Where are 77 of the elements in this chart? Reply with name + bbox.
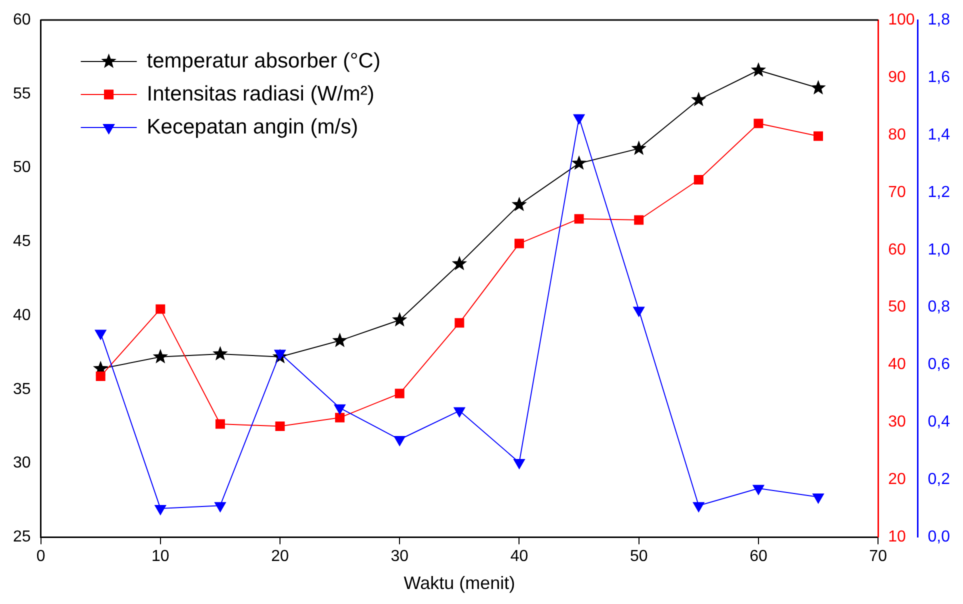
y3-tick-label: 1,8 [928, 11, 950, 28]
y3-tick-label: 0,2 [928, 471, 950, 488]
point [814, 131, 823, 141]
point [452, 256, 468, 270]
y-tick-label: 55 [13, 85, 31, 102]
point [94, 330, 106, 340]
point [694, 175, 704, 184]
y-tick-label: 30 [13, 454, 31, 472]
legend-label: Kecepatan angin (m/s) [146, 115, 358, 138]
point [454, 318, 464, 328]
x-tick-label: 50 [630, 548, 648, 566]
y2-tick-label: 40 [888, 356, 906, 374]
point [514, 238, 524, 248]
point [750, 62, 766, 77]
x-tick-label: 10 [152, 548, 170, 566]
point [691, 92, 706, 106]
y3-tick-label: 1,6 [928, 68, 950, 86]
point [335, 412, 345, 422]
point [392, 312, 408, 326]
legend-label: Intensitas radiasi (W/m²) [146, 82, 374, 106]
point [156, 304, 166, 314]
y2-tick-label: 60 [888, 241, 906, 258]
x-axis-title: Waktu (menit) [404, 573, 516, 594]
point [692, 502, 704, 512]
point [154, 504, 166, 515]
x-tick-label: 60 [750, 548, 768, 566]
y2-tick-label: 100 [888, 11, 915, 28]
y-tick-label: 45 [13, 233, 31, 250]
y2-tick-label: 50 [888, 298, 906, 316]
point [571, 155, 587, 170]
point [152, 348, 168, 364]
y2-tick-label: 80 [888, 126, 906, 144]
point [810, 80, 826, 94]
point [633, 306, 645, 317]
point [574, 214, 584, 224]
y3-tick-label: 0,4 [928, 414, 950, 431]
point [212, 346, 228, 360]
point [274, 350, 286, 360]
point [573, 114, 585, 124]
y-tick-label: 25 [13, 528, 31, 546]
y-tick-label: 40 [13, 306, 31, 324]
y2-tick-label: 90 [888, 68, 906, 86]
point [514, 458, 525, 469]
y-tick-label: 50 [13, 159, 31, 176]
point [214, 502, 226, 512]
point [96, 372, 106, 382]
point [512, 196, 527, 212]
y3-tick-label: 0,8 [928, 298, 950, 316]
point [812, 493, 824, 504]
point [334, 404, 346, 414]
point [332, 332, 348, 348]
legend-label: temperatur absorber (°C) [146, 49, 380, 72]
y3-tick-label: 0,0 [928, 528, 950, 546]
x-tick-label: 0 [36, 548, 46, 566]
x-tick-label: 40 [510, 548, 528, 566]
x-tick-label: 20 [271, 548, 290, 566]
point [394, 436, 406, 446]
y3-tick-label: 1,4 [928, 126, 950, 144]
x-tick-label: 70 [869, 548, 888, 566]
y2-tick-label: 10 [888, 528, 906, 546]
y2-tick-label: 30 [888, 414, 906, 431]
y-tick-label: 35 [13, 380, 31, 398]
point [394, 388, 404, 398]
y2-tick-label: 70 [888, 184, 906, 201]
point [275, 422, 285, 432]
point [634, 215, 644, 225]
x-tick-label: 30 [390, 548, 409, 566]
point [215, 419, 225, 429]
point [454, 407, 466, 418]
y3-tick-label: 1,0 [928, 241, 950, 258]
point [631, 140, 646, 156]
y2-tick-label: 20 [888, 471, 906, 488]
y3-tick-label: 0,6 [928, 356, 950, 374]
point [752, 484, 764, 495]
y3-tick-label: 1,2 [928, 184, 950, 201]
point [754, 118, 764, 128]
y-tick-label: 60 [13, 11, 31, 28]
